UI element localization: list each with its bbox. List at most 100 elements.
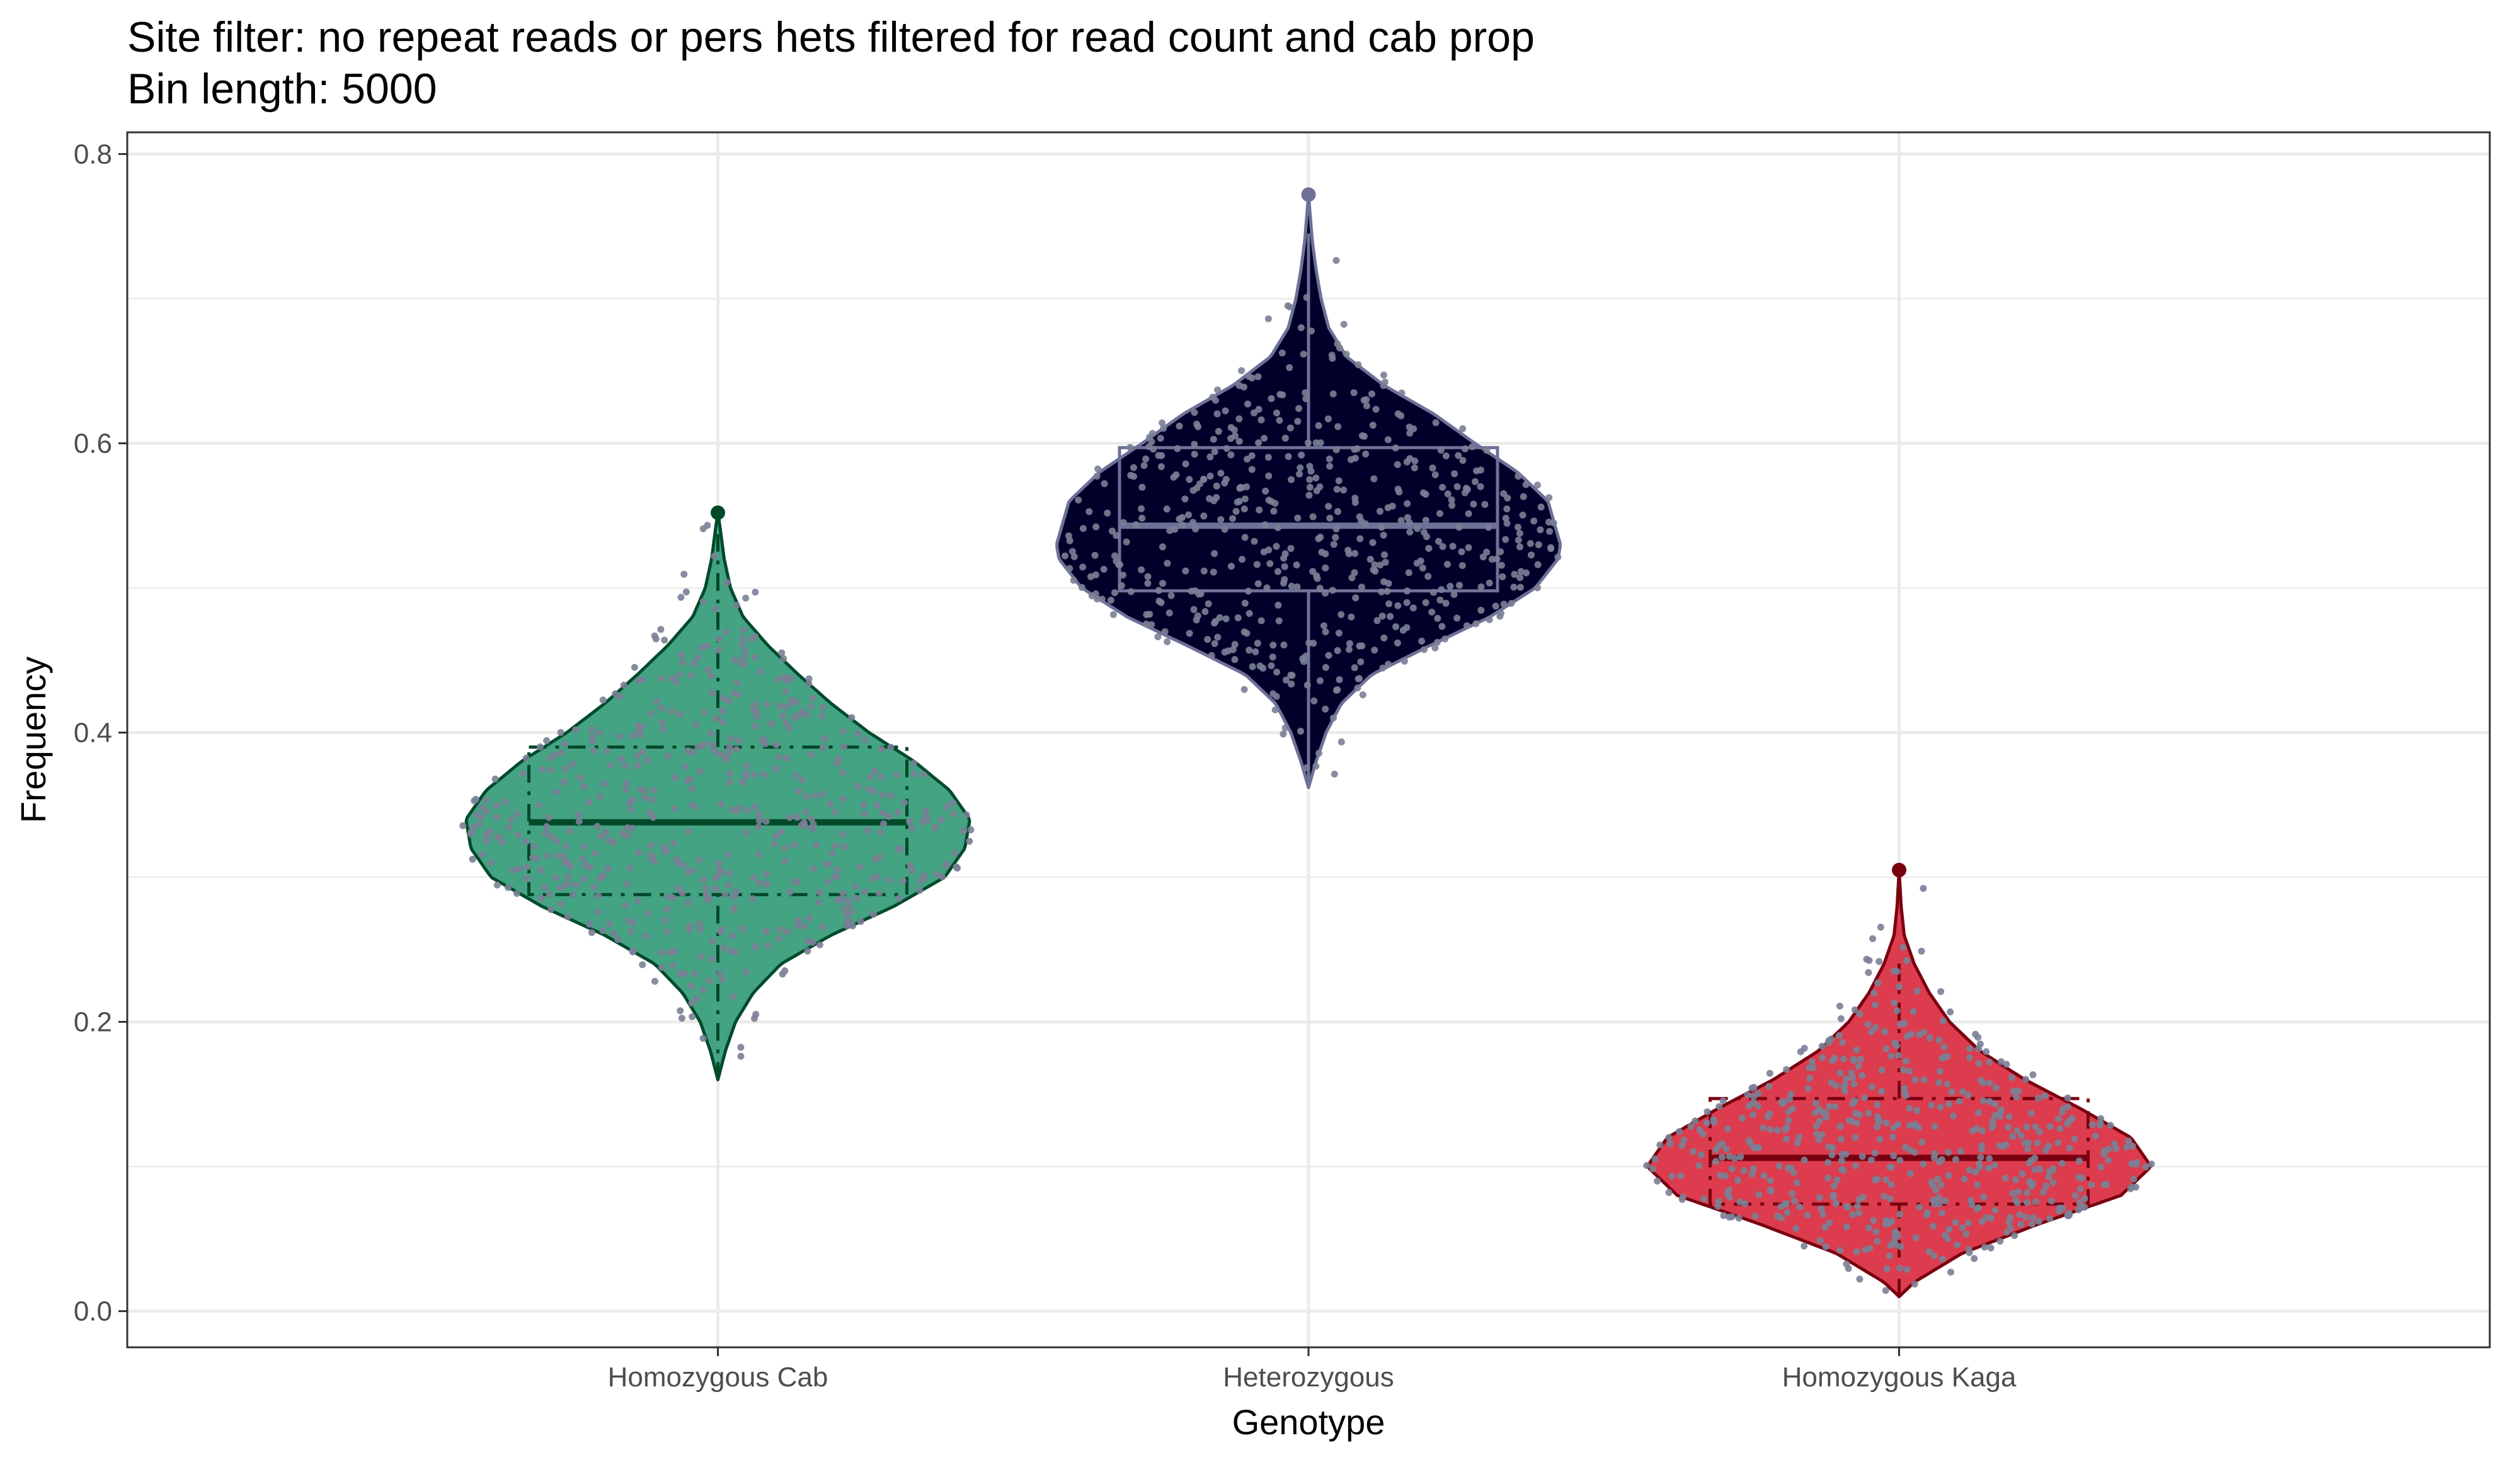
jitter-point — [651, 978, 658, 985]
jitter-point — [660, 726, 667, 733]
jitter-point — [1356, 535, 1363, 542]
jitter-point — [1212, 618, 1219, 625]
jitter-point — [840, 728, 847, 735]
jitter-point — [1966, 1045, 1973, 1052]
jitter-point — [1744, 1091, 1751, 1098]
jitter-point — [1993, 1085, 2000, 1091]
jitter-point — [1794, 1139, 1801, 1146]
jitter-point — [1352, 594, 1359, 601]
jitter-point — [801, 822, 808, 829]
jitter-point — [1695, 1162, 1702, 1169]
jitter-point — [1425, 545, 1432, 552]
jitter-point — [2012, 1177, 2019, 1183]
jitter-point — [803, 809, 810, 815]
jitter-point — [849, 923, 856, 930]
jitter-point — [1296, 471, 1303, 478]
jitter-point — [1312, 475, 1319, 481]
jitter-point — [1966, 1249, 1973, 1256]
jitter-point — [755, 811, 762, 818]
jitter-point — [1843, 1260, 1850, 1267]
jitter-point — [1062, 553, 1068, 560]
jitter-point — [586, 921, 593, 928]
jitter-point — [567, 863, 574, 870]
jitter-point — [1201, 568, 1208, 575]
jitter-point — [877, 829, 884, 836]
jitter-point — [1329, 352, 1336, 359]
jitter-point — [2028, 1110, 2035, 1117]
jitter-point — [1783, 1136, 1790, 1143]
jitter-point — [951, 810, 958, 817]
y-tick-label: 0.2 — [74, 1007, 112, 1038]
jitter-point — [1282, 435, 1289, 442]
jitter-point — [1154, 633, 1161, 640]
jitter-point — [782, 858, 789, 865]
jitter-point — [2045, 1173, 2052, 1180]
jitter-point — [1869, 935, 1876, 942]
jitter-point — [1498, 610, 1504, 617]
jitter-point — [1832, 1103, 1839, 1110]
jitter-point — [1217, 516, 1224, 523]
jitter-point — [697, 768, 704, 775]
jitter-point — [1288, 476, 1295, 483]
jitter-point — [2058, 1205, 2065, 1212]
jitter-point — [670, 839, 677, 846]
y-axis-title: Frequency — [13, 657, 53, 824]
jitter-point — [1235, 415, 1242, 422]
jitter-point — [2022, 1214, 2029, 1221]
jitter-point — [667, 949, 673, 956]
jitter-point — [1784, 1124, 1790, 1131]
jitter-point — [1385, 661, 1392, 668]
jitter-point — [1164, 560, 1171, 567]
jitter-point — [1836, 1032, 1843, 1039]
chart-subtitle: Bin length: 5000 — [127, 65, 437, 113]
jitter-point — [1823, 1243, 1830, 1250]
jitter-point — [1159, 420, 1166, 427]
jitter-point — [1288, 545, 1295, 552]
jitter-point — [1266, 497, 1273, 504]
jitter-point — [1902, 1144, 1909, 1151]
jitter-point — [1155, 587, 1162, 594]
jitter-point — [1916, 1204, 1923, 1211]
jitter-point — [1269, 690, 1276, 697]
jitter-point — [1986, 1059, 1993, 1066]
jitter-point — [1228, 424, 1235, 431]
jitter-point — [1331, 541, 1337, 548]
jitter-point — [876, 854, 883, 861]
jitter-point — [1865, 957, 1872, 964]
jitter-point — [677, 1008, 684, 1015]
jitter-point — [1939, 1156, 1945, 1163]
jitter-point — [920, 819, 927, 826]
jitter-point — [788, 674, 794, 681]
jitter-point — [1690, 1148, 1697, 1155]
jitter-point — [1516, 574, 1523, 581]
jitter-point — [1309, 568, 1316, 575]
jitter-point — [1858, 1072, 1865, 1079]
jitter-point — [1232, 432, 1239, 439]
jitter-point — [866, 774, 873, 781]
jitter-point — [1937, 988, 1944, 995]
jitter-point — [1190, 487, 1197, 494]
jitter-point — [773, 765, 780, 772]
jitter-point — [1326, 463, 1333, 469]
jitter-point — [1423, 517, 1429, 524]
jitter-point — [1214, 386, 1221, 393]
jitter-point — [700, 526, 707, 532]
jitter-point — [1189, 519, 1196, 526]
jitter-point — [1255, 439, 1262, 446]
jitter-point — [1911, 1281, 1918, 1287]
jitter-point — [1259, 665, 1266, 672]
jitter-point — [1865, 1224, 1872, 1231]
jitter-point — [1297, 464, 1303, 471]
jitter-point — [1724, 1125, 1731, 1132]
jitter-point — [752, 653, 759, 660]
jitter-point — [542, 830, 549, 837]
jitter-point — [762, 740, 769, 747]
jitter-point — [1317, 585, 1324, 592]
jitter-point — [1837, 1069, 1844, 1076]
jitter-point — [1352, 455, 1359, 462]
jitter-point — [1849, 1074, 1856, 1081]
jitter-point — [1665, 1134, 1672, 1141]
x-axis-title: Genotype — [1232, 1402, 1385, 1442]
jitter-point — [719, 708, 726, 715]
